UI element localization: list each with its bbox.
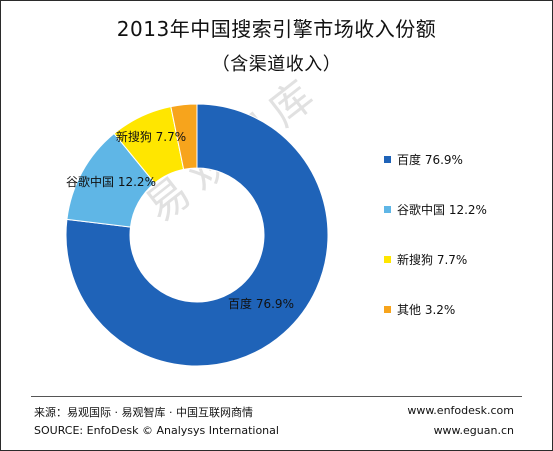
chart-title: 2013年中国搜索引擎市场收入份额 xyxy=(116,17,437,41)
legend-item-3: 其他 3.2% xyxy=(384,301,455,318)
legend-label: 百度 76.9% xyxy=(397,153,463,167)
slice-3 xyxy=(170,103,198,170)
legend-item-1: 谷歌中国 12.2% xyxy=(384,201,487,218)
legend-label: 新搜狗 7.7% xyxy=(397,253,468,267)
donut-slices xyxy=(65,103,329,367)
data-label-0: 百度 76.9% xyxy=(228,296,294,311)
slice-0 xyxy=(65,103,329,367)
legend-swatch xyxy=(384,156,391,163)
legend-swatch xyxy=(384,206,391,213)
source-cn: 来源：易观国际 · 易观智库 · 中国互联网商情 xyxy=(34,406,253,419)
website-enfodesk[interactable]: www.enfodesk.com xyxy=(407,404,514,417)
legend-swatch xyxy=(384,306,391,313)
legend-label: 谷歌中国 12.2% xyxy=(397,203,487,217)
chart-subtitle: （含渠道收入） xyxy=(211,54,342,75)
legend-swatch xyxy=(384,256,391,263)
footer-divider xyxy=(31,396,522,397)
data-label-2: 新搜狗 7.7% xyxy=(116,129,186,144)
data-label-1: 谷歌中国 12.2% xyxy=(66,174,156,189)
source-en: SOURCE: EnfoDesk © Analysys Internationa… xyxy=(34,424,279,437)
donut-data-labels: 百度 76.9% 谷歌中国 12.2% 新搜狗 7.7% xyxy=(66,129,294,311)
legend-item-2: 新搜狗 7.7% xyxy=(384,251,467,268)
legend-label: 其他 3.2% xyxy=(397,303,456,317)
website-eguan[interactable]: www.eguan.cn xyxy=(433,424,514,437)
legend-item-0: 百度 76.9% xyxy=(384,151,463,168)
